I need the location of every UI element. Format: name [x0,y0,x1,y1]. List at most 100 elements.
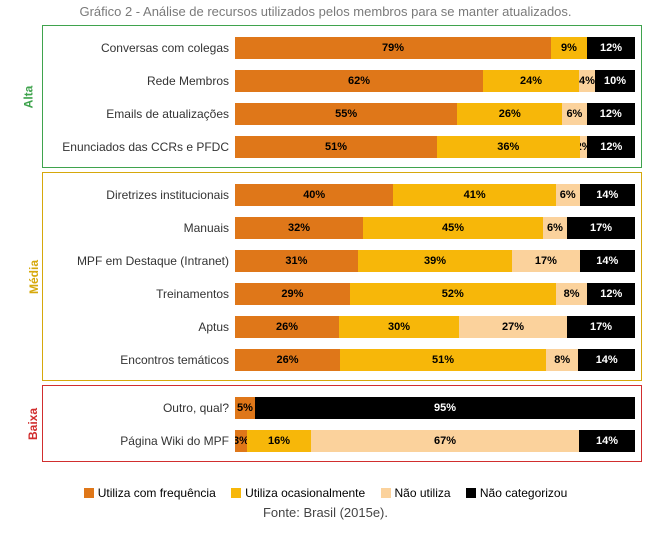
group-alta: Alta Conversas com colegas79%9%12%Rede M… [42,25,642,168]
bar-segment: 12% [587,136,635,158]
row-label: Conversas com colegas [49,41,235,55]
row-label: Outro, qual? [49,401,235,415]
stacked-bar: 3%16%67%14% [235,430,635,452]
bar-segment: 12% [587,283,635,305]
stacked-bar: 31%39%17%14% [235,250,635,272]
bar-segment: 26% [235,349,340,371]
bar-segment: 5% [235,397,255,419]
bar-segment: 12% [587,37,635,59]
table-row: Manuais32%45%6%17% [49,213,635,243]
group-label-alta: Alta [21,85,35,108]
bar-segment: 10% [595,70,635,92]
bar-segment: 51% [340,349,546,371]
stacked-bar: 32%45%6%17% [235,217,635,239]
stacked-bar: 26%51%8%14% [235,349,635,371]
bar-segment: 95% [255,397,635,419]
bar-segment: 24% [483,70,579,92]
legend-label-uncat: Não categorizou [480,486,567,500]
bar-segment: 9% [551,37,587,59]
bar-segment: 4% [579,70,595,92]
row-label: Manuais [49,221,235,235]
bar-segment: 79% [235,37,551,59]
bar-segment: 17% [567,217,635,239]
row-label: Encontros temáticos [49,353,235,367]
bar-segment: 6% [562,103,586,125]
bar-segment: 26% [235,316,339,338]
group-label-media: Média [27,259,41,293]
page: Gráfico 2 - Análise de recursos utilizad… [0,0,651,547]
bar-segment: 51% [235,136,437,158]
bar-segment: 14% [578,349,635,371]
table-row: MPF em Destaque (Intranet)31%39%17%14% [49,246,635,276]
bar-segment: 29% [235,283,350,305]
bar-segment: 27% [459,316,567,338]
bar-segment: 16% [247,430,311,452]
bar-segment: 55% [235,103,457,125]
bar-segment: 31% [235,250,358,272]
footer: Fonte: Brasil (2015e). [8,505,643,520]
legend-item-uncat: Não categorizou [466,486,567,500]
bar-segment: 3% [235,430,247,452]
group-baixa: Baixa Outro, qual?5%95%Página Wiki do MP… [42,385,642,462]
stacked-bar: 79%9%12% [235,37,635,59]
bar-segment: 52% [350,283,556,305]
legend-item-none: Não utiliza [381,486,451,500]
swatch-none [381,488,391,498]
stacked-bar: 51%36%2%12% [235,136,635,158]
bar-segment: 6% [556,184,580,206]
bar-segment: 41% [393,184,555,206]
bar-segment: 40% [235,184,393,206]
table-row: Conversas com colegas79%9%12% [49,33,635,63]
bar-segment: 26% [457,103,562,125]
bar-segment: 12% [587,103,635,125]
row-label: Página Wiki do MPF [49,434,235,448]
table-row: Outro, qual?5%95% [49,393,635,423]
caption-top: Gráfico 2 - Análise de recursos utilizad… [8,4,643,19]
legend-label-occas: Utiliza ocasionalmente [245,486,365,500]
table-row: Encontros temáticos26%51%8%14% [49,345,635,375]
legend-item-freq: Utiliza com frequência [84,486,216,500]
table-row: Aptus26%30%27%17% [49,312,635,342]
row-label: MPF em Destaque (Intranet) [49,254,235,268]
bar-segment: 17% [567,316,635,338]
stacked-bar: 5%95% [235,397,635,419]
x-axis [262,464,642,482]
legend-item-occas: Utiliza ocasionalmente [231,486,365,500]
swatch-occas [231,488,241,498]
bar-segment: 8% [546,349,578,371]
group-media: Média Diretrizes institucionais40%41%6%1… [42,172,642,381]
bar-segment: 6% [543,217,567,239]
bar-segment: 8% [556,283,588,305]
row-label: Treinamentos [49,287,235,301]
stacked-bar: 55%26%6%12% [235,103,635,125]
swatch-freq [84,488,94,498]
bar-segment: 32% [235,217,363,239]
bar-segment: 2% [580,136,588,158]
legend-label-none: Não utiliza [395,486,451,500]
row-label: Enunciados das CCRs e PFDC [49,140,235,154]
group-label-baixa: Baixa [26,407,40,439]
bar-segment: 36% [437,136,580,158]
row-label: Rede Membros [49,74,235,88]
table-row: Diretrizes institucionais40%41%6%14% [49,180,635,210]
legend: Utiliza com frequência Utiliza ocasional… [8,486,643,501]
legend-label-freq: Utiliza com frequência [98,486,216,500]
stacked-bar: 40%41%6%14% [235,184,635,206]
bar-segment: 17% [512,250,579,272]
swatch-uncat [466,488,476,498]
table-row: Emails de atualizações55%26%6%12% [49,99,635,129]
bar-segment: 14% [580,250,635,272]
stacked-bar-chart: Alta Conversas com colegas79%9%12%Rede M… [42,25,642,482]
bar-segment: 39% [358,250,512,272]
bar-segment: 30% [339,316,459,338]
table-row: Enunciados das CCRs e PFDC51%36%2%12% [49,132,635,162]
stacked-bar: 29%52%8%12% [235,283,635,305]
row-label: Aptus [49,320,235,334]
row-label: Emails de atualizações [49,107,235,121]
table-row: Treinamentos29%52%8%12% [49,279,635,309]
bar-segment: 45% [363,217,543,239]
bar-segment: 67% [311,430,579,452]
table-row: Página Wiki do MPF3%16%67%14% [49,426,635,456]
bar-segment: 14% [580,184,635,206]
row-label: Diretrizes institucionais [49,188,235,202]
